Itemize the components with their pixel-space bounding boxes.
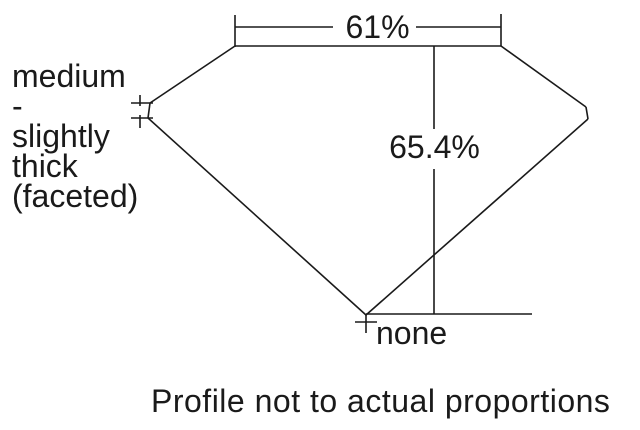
girdle-label-line-2: -: [12, 88, 23, 124]
table-width-label: 61%: [345, 9, 410, 45]
pavilion-left-line: [147, 117, 367, 316]
crown-left-line: [149, 45, 236, 104]
crown-right-line: [500, 45, 587, 108]
pavilion-right-line: [365, 118, 589, 316]
girdle-thickness-label: medium - slightly thick (faceted): [12, 58, 139, 214]
girdle-label-line-1: medium: [12, 58, 126, 94]
girdle-label-line-3: slightly: [12, 118, 110, 154]
girdle-right-line: [585, 106, 589, 120]
girdle-label-line-5: (faceted): [12, 178, 139, 214]
depth-percentage-label: 65.4%: [389, 129, 480, 165]
girdle-label-line-4: thick: [12, 148, 78, 184]
caption: Profile not to actual proportions: [151, 383, 611, 419]
girdle-left-line: [147, 102, 151, 119]
culet-size-label: none: [376, 315, 448, 351]
